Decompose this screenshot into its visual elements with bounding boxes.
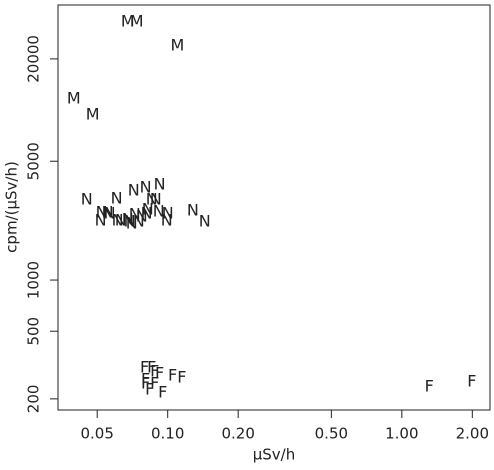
point: N (112, 211, 124, 230)
point: N (199, 212, 211, 231)
point: F (145, 380, 154, 399)
x-tick-label: 2.00 (456, 425, 489, 443)
point: N (141, 204, 153, 223)
point: N (111, 189, 123, 208)
point: M (86, 105, 100, 124)
point: F (140, 358, 149, 377)
point: N (96, 202, 108, 221)
point: M (130, 12, 144, 31)
point: N (133, 212, 145, 231)
point: M (170, 36, 184, 55)
point: F (467, 372, 476, 391)
point: N (102, 202, 114, 221)
plot-frame (57, 4, 491, 411)
point: N (124, 212, 136, 231)
x-axis-label: μSv/h (253, 446, 296, 464)
y-tick-label: 20000 (25, 35, 43, 83)
point: N (150, 190, 162, 209)
point: N (128, 181, 140, 200)
y-tick-label: 5000 (25, 142, 43, 180)
point: N (142, 200, 154, 219)
y-tick-label: 500 (25, 317, 43, 346)
point: N (187, 201, 199, 220)
point: F (155, 363, 164, 382)
point: M (67, 89, 81, 108)
point: N (136, 206, 148, 225)
point: F (158, 383, 167, 402)
point: F (147, 358, 156, 377)
point: F (425, 376, 434, 395)
point: N (129, 205, 141, 224)
point: F (141, 370, 150, 389)
point: N (140, 178, 152, 197)
point: F (177, 368, 186, 387)
y-axis-label: cpm/(μSv/h) (3, 161, 21, 253)
x-tick-label: 0.10 (151, 425, 184, 443)
point: N (126, 214, 138, 233)
point: N (81, 190, 93, 209)
x-tick-label: 0.20 (221, 425, 254, 443)
point: N (154, 175, 166, 194)
point: F (150, 373, 159, 392)
point: N (115, 211, 127, 230)
point: N (162, 204, 174, 223)
point: N (153, 202, 165, 221)
x-tick-label: 0.05 (81, 425, 114, 443)
point: F (150, 361, 159, 380)
point: N (122, 210, 134, 229)
x-tick-label: 0.50 (315, 425, 348, 443)
y-tick-label: 1000 (25, 261, 43, 299)
point: F (141, 373, 150, 392)
point: N (161, 211, 173, 230)
point: N (104, 204, 116, 223)
y-tick-label: 200 (25, 385, 43, 414)
point: N (95, 211, 107, 230)
x-tick-label: 1.00 (385, 425, 418, 443)
point: N (146, 190, 158, 209)
point: M (121, 12, 135, 31)
point: F (168, 366, 177, 385)
